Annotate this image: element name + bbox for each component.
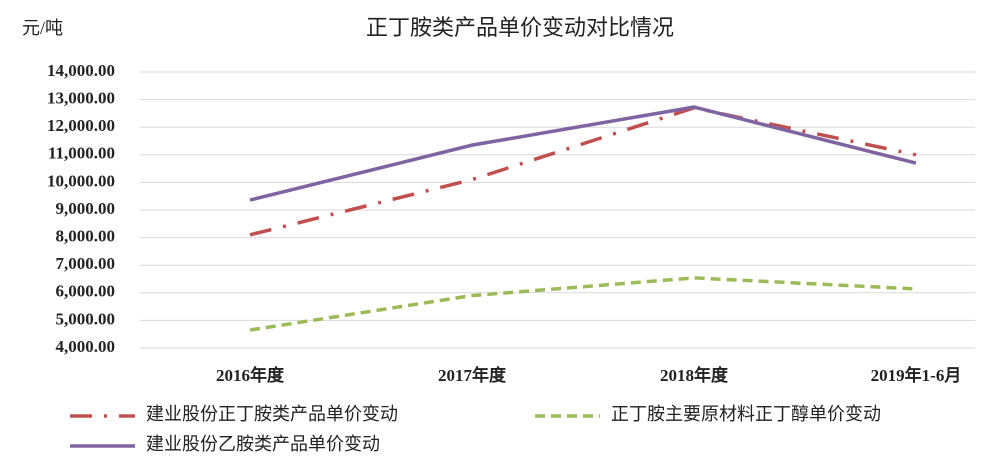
x-tick-label: 2019年1-6月 (871, 365, 962, 385)
y-tick-label: 6,000.00 (56, 282, 116, 301)
series-line (249, 105, 917, 202)
x-tick-label: 2016年度 (216, 365, 285, 385)
y-tick-label: 13,000.00 (47, 89, 115, 108)
y-tick-label: 10,000.00 (47, 171, 115, 190)
y-tick-label: 12,000.00 (47, 116, 115, 135)
chart-title: 正丁胺类产品单价变动对比情况 (366, 15, 674, 40)
series-line (249, 106, 917, 237)
x-tick-label: 2017年度 (438, 365, 507, 385)
y-tick-label: 9,000.00 (56, 199, 116, 218)
y-axis-label: 元/吨 (22, 18, 63, 38)
x-tick-label: 2018年度 (660, 365, 729, 385)
legend-label: 正丁胺主要原材料正丁醇单价变动 (611, 404, 881, 424)
y-tick-label: 8,000.00 (56, 227, 116, 246)
y-tick-label: 4,000.00 (56, 337, 116, 356)
y-tick-label: 14,000.00 (47, 61, 115, 80)
legend-label: 建业股份正丁胺类产品单价变动 (146, 404, 398, 424)
y-tick-label: 7,000.00 (56, 254, 116, 273)
y-tick-label: 11,000.00 (48, 144, 115, 163)
legend-label: 建业股份乙胺类产品单价变动 (146, 434, 380, 454)
y-tick-label: 5,000.00 (56, 309, 116, 328)
series-line (249, 276, 917, 332)
